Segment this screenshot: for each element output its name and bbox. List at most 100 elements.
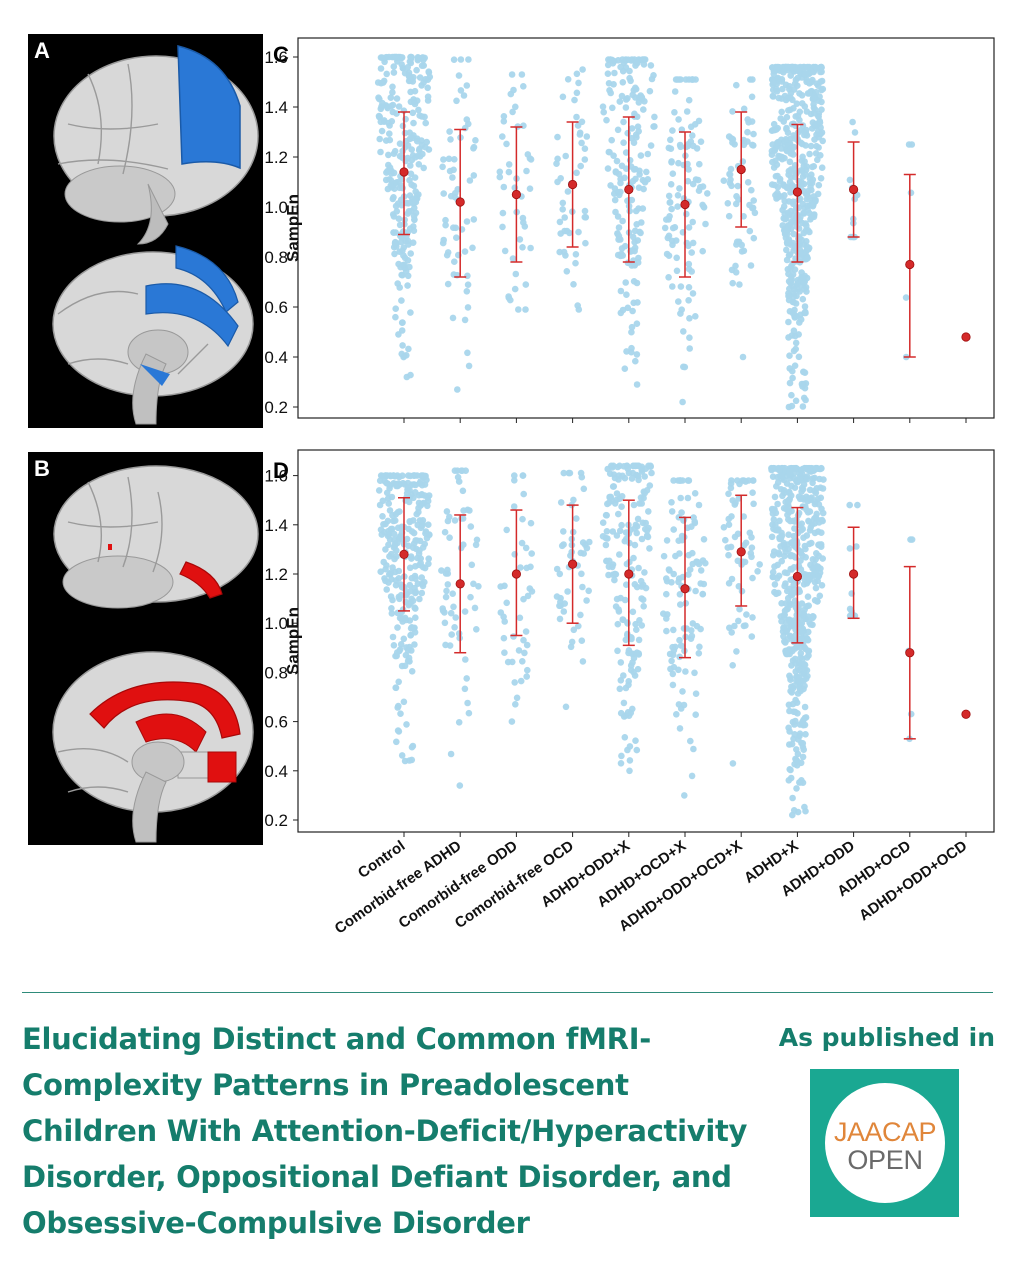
data-point bbox=[778, 532, 786, 539]
title-line: Elucidating Distinct and Common fMRI- bbox=[22, 1022, 651, 1056]
data-point bbox=[470, 172, 478, 179]
data-point bbox=[774, 63, 781, 71]
data-point bbox=[398, 319, 406, 327]
data-point bbox=[503, 599, 511, 607]
data-point bbox=[776, 153, 784, 160]
data-point bbox=[738, 248, 746, 255]
data-point bbox=[790, 230, 797, 238]
data-point bbox=[422, 530, 429, 537]
data-point bbox=[670, 570, 677, 578]
panel-letter-c: C bbox=[273, 42, 289, 67]
data-point bbox=[378, 531, 386, 538]
data-point bbox=[778, 557, 785, 565]
data-point bbox=[745, 119, 752, 126]
logo-text-bottom: OPEN bbox=[847, 1145, 923, 1175]
data-point bbox=[610, 483, 618, 490]
panel-letter-d: D bbox=[273, 458, 289, 483]
data-point bbox=[673, 711, 680, 718]
data-point bbox=[754, 568, 761, 575]
data-point bbox=[413, 66, 420, 74]
data-point bbox=[390, 229, 397, 236]
data-point bbox=[628, 634, 635, 641]
data-point bbox=[575, 228, 582, 236]
data-point bbox=[451, 258, 458, 266]
data-point bbox=[792, 339, 800, 347]
data-point bbox=[641, 489, 648, 497]
data-point bbox=[684, 160, 691, 168]
data-point bbox=[696, 160, 703, 168]
data-point bbox=[780, 203, 788, 210]
data-point bbox=[455, 719, 463, 726]
data-point bbox=[501, 582, 508, 590]
data-point bbox=[461, 316, 469, 324]
data-point bbox=[627, 666, 635, 674]
data-point bbox=[809, 565, 816, 572]
data-point bbox=[849, 118, 856, 126]
data-point bbox=[624, 95, 631, 102]
data-point bbox=[700, 203, 707, 210]
mean-marker bbox=[792, 187, 803, 197]
data-point bbox=[787, 552, 794, 560]
data-point bbox=[663, 615, 670, 622]
data-point bbox=[685, 260, 693, 268]
data-point bbox=[617, 709, 625, 717]
data-point bbox=[812, 584, 820, 592]
data-point bbox=[409, 742, 417, 750]
data-point bbox=[813, 64, 820, 71]
data-point bbox=[669, 681, 677, 689]
data-point bbox=[729, 279, 736, 287]
data-point bbox=[809, 95, 817, 102]
data-point bbox=[578, 570, 585, 578]
data-point bbox=[789, 182, 796, 189]
title-line: Complexity Patterns in Preadolescent bbox=[22, 1068, 629, 1102]
data-point bbox=[785, 545, 792, 553]
data-point bbox=[408, 528, 416, 535]
data-point bbox=[783, 113, 791, 121]
mean-marker bbox=[624, 184, 634, 195]
data-point bbox=[615, 606, 622, 613]
data-point bbox=[725, 521, 733, 528]
data-point bbox=[726, 624, 733, 632]
data-point bbox=[663, 627, 670, 635]
data-point bbox=[634, 515, 642, 523]
data-point bbox=[771, 493, 779, 501]
data-point bbox=[511, 477, 518, 484]
data-point bbox=[404, 64, 412, 71]
data-point bbox=[749, 141, 756, 149]
data-point bbox=[624, 129, 631, 137]
data-point bbox=[633, 529, 640, 537]
data-point bbox=[408, 574, 416, 582]
data-point bbox=[508, 71, 516, 78]
data-point bbox=[512, 103, 519, 111]
data-point bbox=[603, 116, 610, 124]
panel-letter-a: A bbox=[34, 38, 50, 63]
data-point bbox=[805, 647, 813, 655]
data-point bbox=[390, 530, 398, 538]
data-point bbox=[629, 233, 637, 241]
data-point bbox=[674, 192, 682, 199]
data-point bbox=[676, 550, 683, 557]
data-point bbox=[616, 551, 623, 558]
data-point bbox=[736, 605, 743, 613]
data-point bbox=[395, 678, 403, 686]
data-point bbox=[617, 287, 625, 295]
data-point bbox=[768, 533, 776, 541]
data-point bbox=[677, 283, 685, 290]
data-point bbox=[394, 727, 402, 734]
data-point bbox=[684, 494, 692, 502]
data-point bbox=[465, 362, 473, 370]
data-point bbox=[735, 495, 743, 502]
data-point bbox=[770, 516, 778, 523]
data-point bbox=[614, 126, 622, 134]
data-point bbox=[689, 620, 697, 627]
data-point bbox=[392, 313, 399, 321]
data-point bbox=[676, 725, 684, 732]
data-point bbox=[526, 185, 534, 192]
data-point bbox=[787, 766, 794, 774]
data-point bbox=[783, 246, 790, 254]
data-point bbox=[623, 291, 630, 299]
data-point bbox=[410, 119, 417, 127]
data-point bbox=[406, 176, 413, 184]
data-point bbox=[724, 544, 732, 551]
data-point bbox=[607, 182, 614, 189]
